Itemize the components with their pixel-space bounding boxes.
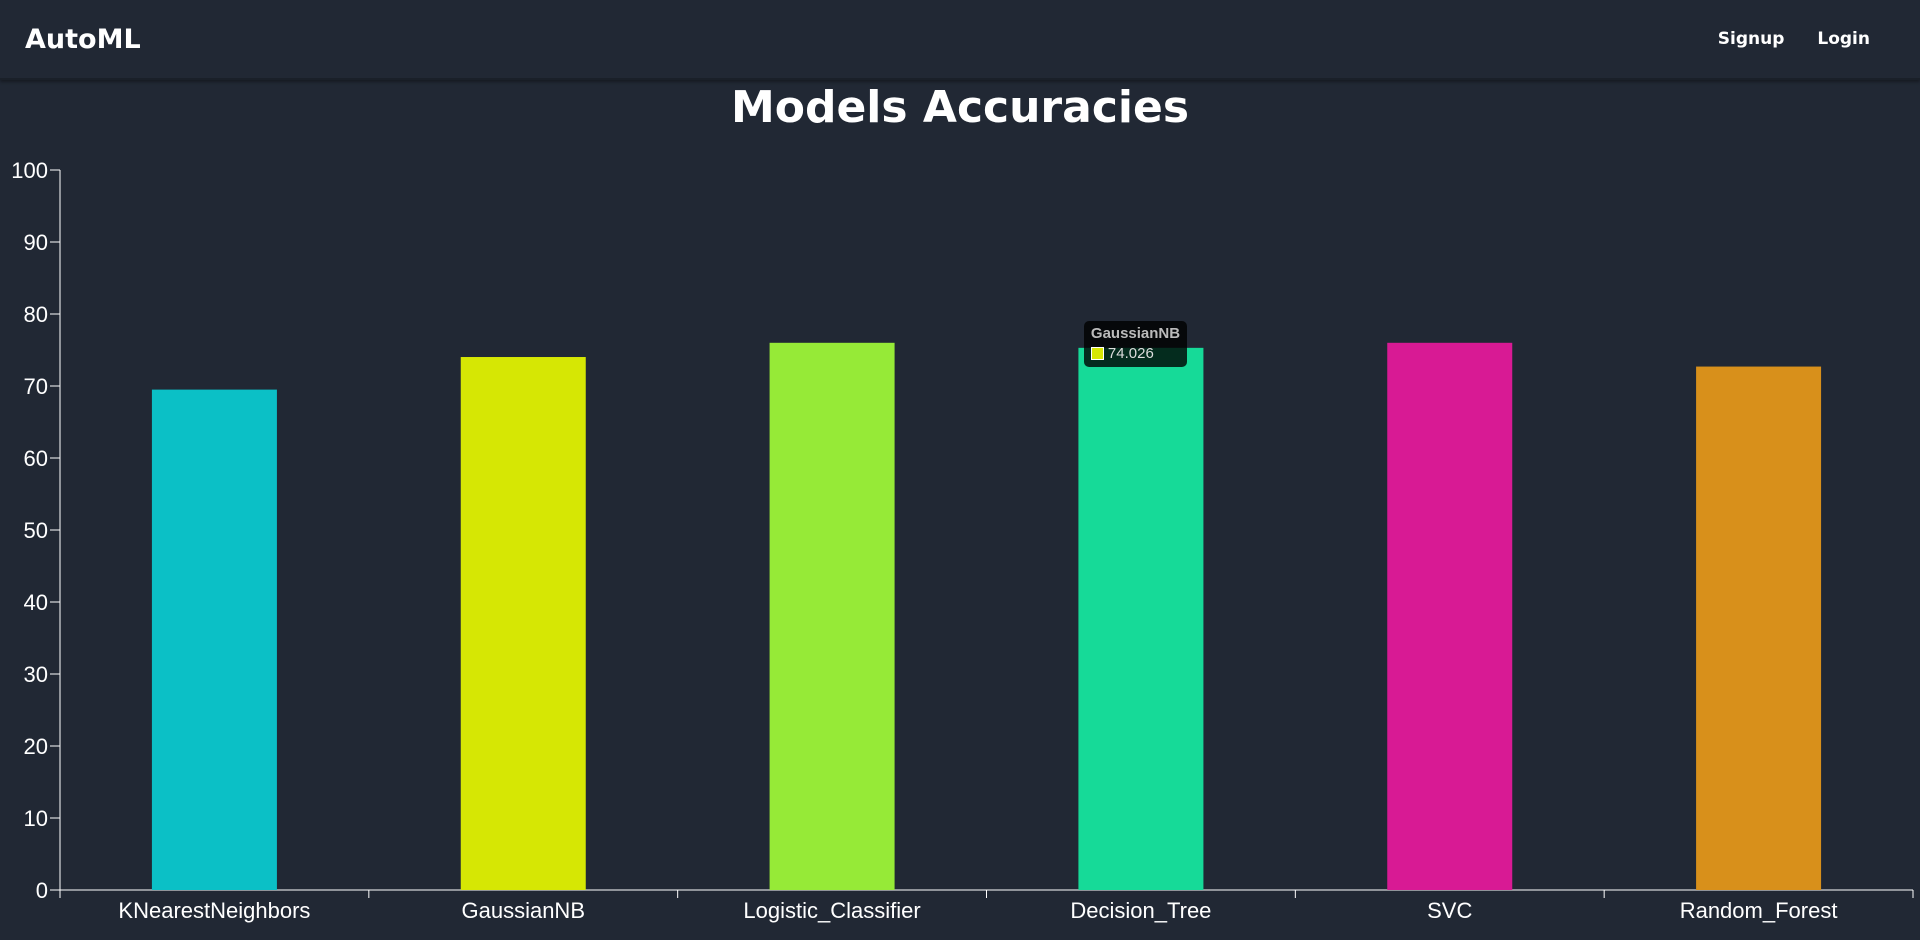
bar-decision-tree[interactable]	[1078, 347, 1204, 891]
signup-link[interactable]: Signup	[1717, 29, 1785, 49]
y-tick-label: 60	[24, 446, 48, 471]
y-tick-label: 0	[36, 878, 48, 903]
x-tick-label: Logistic_Classifier	[743, 898, 920, 923]
y-tick-label: 10	[24, 806, 48, 831]
y-tick-label: 100	[11, 158, 48, 183]
x-tick-label: Random_Forest	[1680, 898, 1838, 923]
bar-random-forest[interactable]	[1696, 366, 1822, 890]
y-axis: 0 10 20 30 40 50 60 70 80 90 100	[11, 158, 61, 903]
y-tick-label: 20	[24, 734, 48, 759]
x-axis: KNearestNeighbors GaussianNB Logistic_Clas…	[59, 889, 1914, 923]
y-tick-label: 40	[24, 590, 48, 615]
login-link[interactable]: Login	[1817, 29, 1870, 49]
y-tick-label: 50	[24, 518, 48, 543]
y-tick-label: 90	[24, 230, 48, 255]
y-tick-label: 70	[24, 374, 48, 399]
x-tick-label: GaussianNB	[461, 898, 585, 923]
bar-svc[interactable]	[1387, 342, 1513, 890]
nav-links: Signup Login	[1685, 29, 1870, 49]
y-tick-label: 30	[24, 662, 48, 687]
page-title: Models Accuracies	[730, 82, 1190, 133]
y-tick-label: 80	[24, 302, 48, 327]
bars	[151, 342, 1822, 891]
bar-knearestneighbors[interactable]	[151, 389, 277, 890]
bar-logistic-classifier[interactable]	[769, 342, 895, 890]
x-tick-label: Decision_Tree	[1070, 898, 1211, 923]
brand-logo[interactable]: AutoML	[25, 24, 141, 55]
x-tick-label: KNearestNeighbors	[118, 898, 310, 923]
bar-gaussiannb[interactable]	[460, 357, 586, 890]
navbar: AutoML Signup Login	[0, 0, 1920, 80]
x-tick-label: SVC	[1427, 898, 1472, 923]
